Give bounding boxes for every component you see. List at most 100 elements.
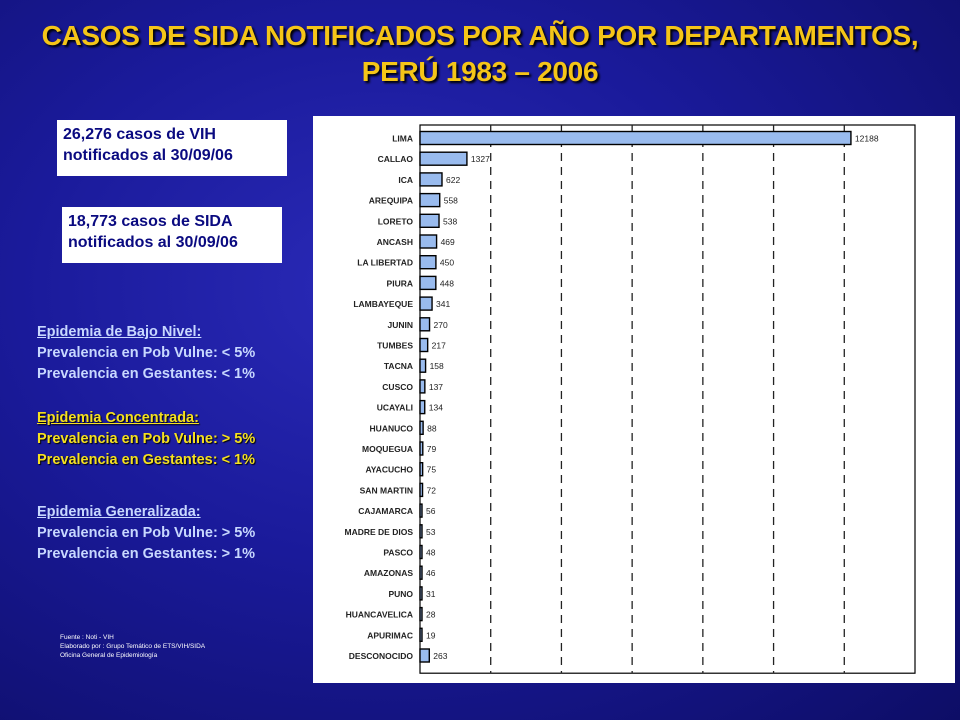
plot-frame <box>419 124 916 674</box>
category-label: CAJAMARCA <box>358 506 413 516</box>
category-label: HUANUCO <box>370 423 414 433</box>
bar-ayacucho <box>419 462 424 477</box>
data-label: 31 <box>426 589 436 599</box>
data-label: 538 <box>443 216 457 226</box>
category-label: PUNO <box>388 589 413 599</box>
slide-title: CASOS DE SIDA NOTIFICADOS POR AÑO POR DE… <box>20 18 940 90</box>
data-label: 12188 <box>855 134 879 144</box>
epidemic-low-line-1: Prevalencia en Pob Vulne: < 5% <box>37 345 256 361</box>
category-label: PIURA <box>387 278 413 288</box>
epidemic-generalized: Epidemia Generalizada: Prevalencia en Po… <box>37 502 255 565</box>
data-label: 19 <box>426 630 436 640</box>
bar-ucayali <box>419 399 426 415</box>
bar-lambayeque <box>419 296 433 311</box>
data-label: 158 <box>430 361 444 371</box>
data-label: 56 <box>426 506 436 516</box>
bar-cajamarca <box>419 503 423 518</box>
category-label: LAMBAYEQUE <box>353 299 413 309</box>
chart-panel: LIMA 12188 CALLAO 1327 ICA 622 AREQUIPA 558 LORE… <box>313 116 955 692</box>
bar-la-libertad <box>419 254 437 270</box>
bar-tumbes <box>419 337 429 353</box>
category-label: AMAZONAS <box>364 568 413 578</box>
bar-pasco <box>419 544 423 560</box>
category-label: AREQUIPA <box>369 196 413 206</box>
bar-junin <box>419 317 431 332</box>
data-label: 263 <box>433 651 447 661</box>
data-label: 53 <box>426 527 436 537</box>
epidemic-low-heading: Epidemia de Bajo Nivel: <box>37 324 202 340</box>
epidemic-concentrated-line-2: Prevalencia en Gestantes: < 1% <box>37 452 256 468</box>
bar-desconocido <box>419 648 430 663</box>
source-note-line-2: Elaborado por : Grupo Temático de ETS/VI… <box>60 643 206 650</box>
bar-piura <box>419 275 437 291</box>
bar-lima <box>419 130 852 146</box>
bar-arequipa <box>419 192 441 208</box>
sida-cases-line-1: 18,773 casos de SIDA <box>68 213 233 230</box>
source-note-line-1: Fuente : Noti - VIH <box>60 634 114 641</box>
data-label: 450 <box>440 258 454 268</box>
category-label: DESCONOCIDO <box>349 651 414 661</box>
category-label: APURIMAC <box>367 630 413 640</box>
bar-chart: LIMA 12188 CALLAO 1327 ICA 622 AREQUIPA 558 LORE… <box>345 124 916 692</box>
bar-puno <box>419 586 423 601</box>
category-label: HUANCAVELICA <box>346 610 413 620</box>
epidemic-generalized-line-1: Prevalencia en Pob Vulne: > 5% <box>37 525 256 541</box>
category-label: LIMA <box>392 134 413 144</box>
bar-san-martin <box>419 482 424 498</box>
data-label: 448 <box>440 278 454 288</box>
bar-amazonas <box>419 565 423 580</box>
category-label: AYACUCHO <box>365 465 413 475</box>
sida-cases-line-2: notificados al 30/09/06 <box>68 234 238 251</box>
source-note: Fuente : Noti - VIH Elaborado por : Grup… <box>60 633 205 660</box>
category-label: LA LIBERTAD <box>357 258 413 268</box>
sida-cases-box: 18,773 casos de SIDA notificados al 30/0… <box>62 207 282 263</box>
category-label: ANCASH <box>377 237 413 247</box>
epidemic-concentrated: Epidemia Concentrada: Prevalencia en Pob… <box>37 408 255 471</box>
data-label: 1327 <box>471 154 490 164</box>
epidemic-concentrated-heading: Epidemia Concentrada: <box>37 410 199 426</box>
source-note-line-3: Oficina General de Epidemiología <box>60 652 158 659</box>
data-label: 75 <box>427 465 437 475</box>
data-label: 217 <box>432 341 446 351</box>
category-label: LORETO <box>378 216 414 226</box>
data-label: 46 <box>426 568 436 578</box>
category-label: MADRE DE DIOS <box>345 527 414 537</box>
category-label: CUSCO <box>382 382 413 392</box>
bar-madre-de-dios <box>419 524 423 539</box>
category-label: MOQUEGUA <box>362 444 413 454</box>
data-label: 137 <box>429 382 443 392</box>
data-label: 341 <box>436 299 450 309</box>
data-label: 28 <box>426 610 436 620</box>
data-label: 558 <box>444 196 458 206</box>
bar-huancavelica <box>419 606 423 622</box>
epidemic-low-line-2: Prevalencia en Gestantes: < 1% <box>37 366 256 382</box>
epidemic-concentrated-line-1: Prevalencia en Pob Vulne: > 5% <box>37 431 256 447</box>
epidemic-generalized-line-2: Prevalencia en Gestantes: > 1% <box>37 546 256 562</box>
category-label: JUNIN <box>387 320 413 330</box>
epidemic-generalized-heading: Epidemia Generalizada: <box>37 504 201 520</box>
vih-cases-box: 26,276 casos de VIH notificados al 30/09… <box>57 120 287 176</box>
bar-callao <box>419 151 468 166</box>
bar-cusco <box>419 379 426 394</box>
category-label: TUMBES <box>377 341 413 351</box>
bar-moquegua <box>419 441 424 456</box>
epidemic-low-level: Epidemia de Bajo Nivel: Prevalencia en P… <box>37 322 255 385</box>
category-label: PASCO <box>383 548 413 558</box>
data-label: 72 <box>427 485 437 495</box>
data-label: 270 <box>434 320 448 330</box>
title-line-1: CASOS DE SIDA NOTIFICADOS POR AÑO POR DE… <box>41 20 919 51</box>
category-label: SAN MARTIN <box>360 485 413 495</box>
data-label: 469 <box>441 237 455 247</box>
bar-loreto <box>419 213 440 229</box>
data-label: 134 <box>429 403 443 413</box>
vih-cases-line-2: notificados al 30/09/06 <box>63 147 233 164</box>
data-label: 622 <box>446 175 460 185</box>
category-label: TACNA <box>384 361 413 371</box>
data-label: 48 <box>426 548 436 558</box>
data-label: 79 <box>427 444 437 454</box>
bar-ica <box>419 172 443 187</box>
bar-apurimac <box>419 627 423 642</box>
bar-huanuco <box>419 420 424 435</box>
bar-tacna <box>419 358 427 373</box>
category-label: ICA <box>398 175 413 185</box>
